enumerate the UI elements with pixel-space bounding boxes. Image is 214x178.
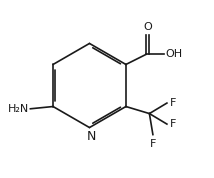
Text: F: F xyxy=(169,119,176,129)
Text: F: F xyxy=(169,98,176,108)
Text: F: F xyxy=(150,139,156,149)
Text: H₂N: H₂N xyxy=(7,104,29,114)
Text: OH: OH xyxy=(166,49,183,59)
Text: N: N xyxy=(86,130,96,143)
Text: O: O xyxy=(143,22,152,32)
